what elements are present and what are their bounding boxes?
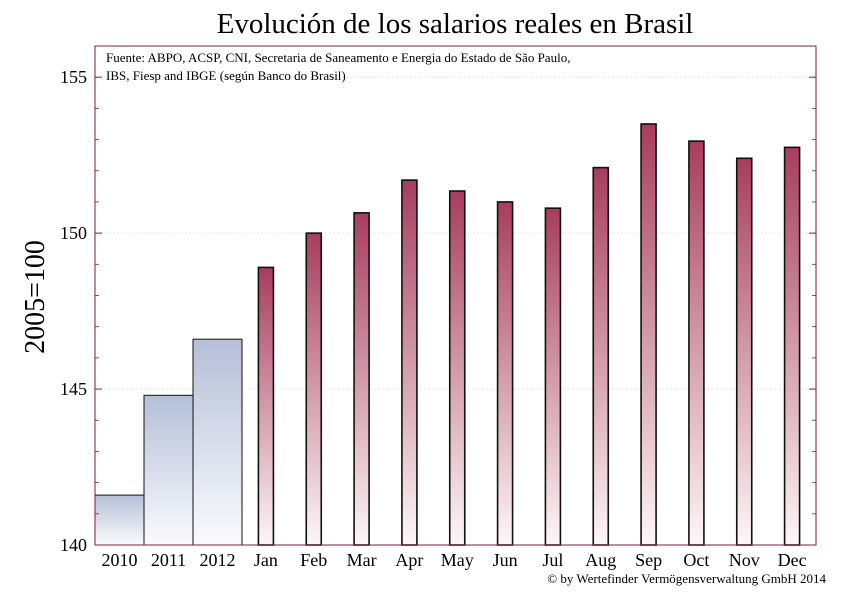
y-tick-label: 155 [60, 67, 87, 87]
bar-oct [688, 140, 705, 546]
y-tick-label: 140 [60, 535, 87, 555]
y-axis: 140 145 150 155 [60, 67, 816, 555]
bar-2012 [192, 338, 243, 546]
bar-nov [735, 157, 753, 546]
x-tick-label: May [441, 550, 474, 570]
bar-2011 [143, 394, 194, 546]
bar-dec [783, 146, 801, 546]
bar-jul [544, 207, 562, 546]
copyright: © by Wertefinder Vermögensverwaltung Gmb… [547, 571, 826, 586]
bar-feb [305, 232, 323, 546]
bar-apr [401, 179, 418, 546]
y-tick-label: 145 [60, 379, 87, 399]
bar-aug [592, 166, 610, 546]
x-tick-label: Feb [300, 550, 327, 570]
x-tick-label: Oct [683, 550, 709, 570]
bar-mar [353, 212, 370, 546]
source-line-2: IBS, Fiesp and IBGE (según Banco do Bras… [106, 68, 346, 83]
bar-2010 [94, 494, 145, 546]
bar-may [448, 190, 466, 546]
x-axis: 2010 2011 2012 Jan Feb Mar Apr May Jun Jul Aug Sep O… [102, 550, 807, 570]
x-tick-label: 2010 [102, 550, 138, 570]
bar-jun [496, 201, 514, 546]
x-tick-label: Aug [585, 550, 616, 570]
x-tick-label: Jun [493, 550, 518, 570]
x-tick-label: Mar [347, 550, 377, 570]
y-tick-label: 150 [60, 223, 87, 243]
x-tick-label: Sep [635, 550, 662, 570]
chart-title: Evolución de los salarios reales en Bras… [217, 8, 694, 40]
x-tick-label: 2011 [151, 550, 186, 570]
bar-sep [640, 123, 657, 546]
x-tick-label: Nov [729, 550, 760, 570]
x-tick-label: Jan [254, 550, 278, 570]
bar-jan [257, 266, 275, 546]
y-axis-title: 2005=100 [20, 240, 51, 354]
x-tick-label: Jul [542, 550, 563, 570]
x-tick-label: 2012 [200, 550, 236, 570]
bars [94, 123, 801, 546]
x-tick-label: Dec [778, 550, 807, 570]
source-line-1: Fuente: ABPO, ACSP, CNI, Secretaria de S… [106, 50, 570, 65]
x-tick-label: Apr [395, 550, 423, 570]
